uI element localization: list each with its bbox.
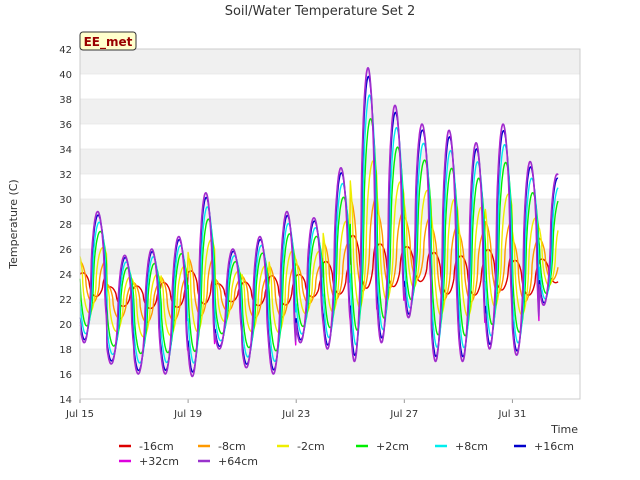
y-tick-label: 30 <box>59 195 72 206</box>
legend-label: +32cm <box>139 455 179 468</box>
y-tick-label: 28 <box>59 220 72 231</box>
legend-label: +16cm <box>534 440 574 453</box>
x-axis: Jul 15 Jul 19 Jul 23 Jul 27 Jul 31 <box>65 399 526 420</box>
x-tick-label: Jul 19 <box>173 409 202 420</box>
legend: -16cm -8cm -2cm +2cm +8cm +16cm +32cm +64cm <box>119 440 574 468</box>
x-tick-label: Jul 15 <box>65 409 94 420</box>
y-tick-label: 38 <box>59 95 72 106</box>
series-line <box>79 67 559 378</box>
y-tick-label: 24 <box>59 270 72 281</box>
site-badge: EE_met <box>79 31 137 51</box>
grid-band <box>80 149 580 174</box>
y-tick-label: 20 <box>59 320 72 331</box>
legend-label: -16cm <box>139 440 174 453</box>
legend-label: -2cm <box>297 440 325 453</box>
y-tick-label: 32 <box>59 170 72 181</box>
x-tick-label: Jul 27 <box>389 409 418 420</box>
y-axis-label: Temperature (C) <box>7 179 20 269</box>
legend-label: +64cm <box>218 455 258 468</box>
y-tick-label: 42 <box>59 45 72 56</box>
y-tick-label: 14 <box>59 395 72 406</box>
plot-frame <box>79 48 581 400</box>
y-tick-label: 26 <box>59 245 72 256</box>
y-tick-label: 18 <box>59 345 72 356</box>
site-badge-label: EE_met <box>84 35 133 50</box>
x-axis-label: Time <box>550 423 578 436</box>
series-lines <box>79 67 559 378</box>
grid-band <box>80 99 580 124</box>
y-tick-label: 40 <box>59 70 72 81</box>
y-tick-label: 36 <box>59 120 72 131</box>
y-tick-label: 22 <box>59 295 72 306</box>
legend-label: +2cm <box>376 440 409 453</box>
y-tick-label: 16 <box>59 370 72 381</box>
grid-band <box>80 49 580 74</box>
legend-label: +8cm <box>455 440 488 453</box>
site-badge-box <box>79 31 137 51</box>
chart-title: Soil/Water Temperature Set 2 <box>225 4 416 19</box>
legend-label: -8cm <box>218 440 246 453</box>
x-tick-label: Jul 23 <box>281 409 310 420</box>
y-tick-label: 34 <box>59 145 72 156</box>
grid-band <box>80 349 580 374</box>
x-tick-label: Jul 31 <box>497 409 526 420</box>
